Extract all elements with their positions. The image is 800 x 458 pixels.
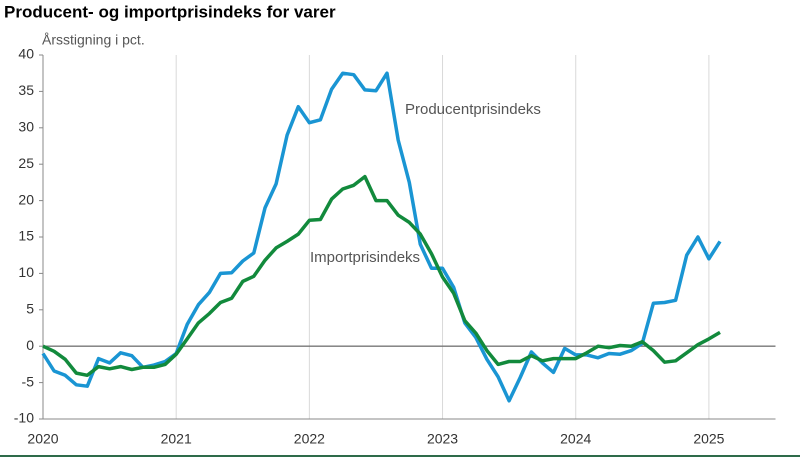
y-tick-label: 35 xyxy=(18,82,34,98)
x-tick-label: 2025 xyxy=(693,431,724,447)
x-tick-label: 2020 xyxy=(27,431,58,447)
x-tick-label: 2023 xyxy=(427,431,458,447)
series-line xyxy=(42,174,721,378)
y-axis-label: Årsstigning i pct. xyxy=(42,32,145,48)
chart-title: Producent- og importprisindeks for varer xyxy=(4,2,336,21)
y-tick-label: 40 xyxy=(18,46,34,62)
y-tick-label: -5 xyxy=(22,373,35,389)
y-tick-label: 10 xyxy=(18,264,34,280)
x-tick-label: 2024 xyxy=(560,431,591,447)
x-tick-label: 2021 xyxy=(161,431,192,447)
y-tick-label: 15 xyxy=(18,228,34,244)
y-tick-label: 25 xyxy=(18,155,34,171)
y-tick-label: -10 xyxy=(14,410,34,426)
series-label: Producentprisindeks xyxy=(405,101,541,118)
series-label: Importprisindeks xyxy=(310,249,420,266)
series-line xyxy=(41,71,722,403)
x-tick-label: 2022 xyxy=(294,431,325,447)
y-tick-label: 0 xyxy=(26,337,34,353)
y-tick-label: 30 xyxy=(18,119,34,135)
y-tick-label: 5 xyxy=(26,301,34,317)
y-tick-label: 20 xyxy=(18,191,34,207)
